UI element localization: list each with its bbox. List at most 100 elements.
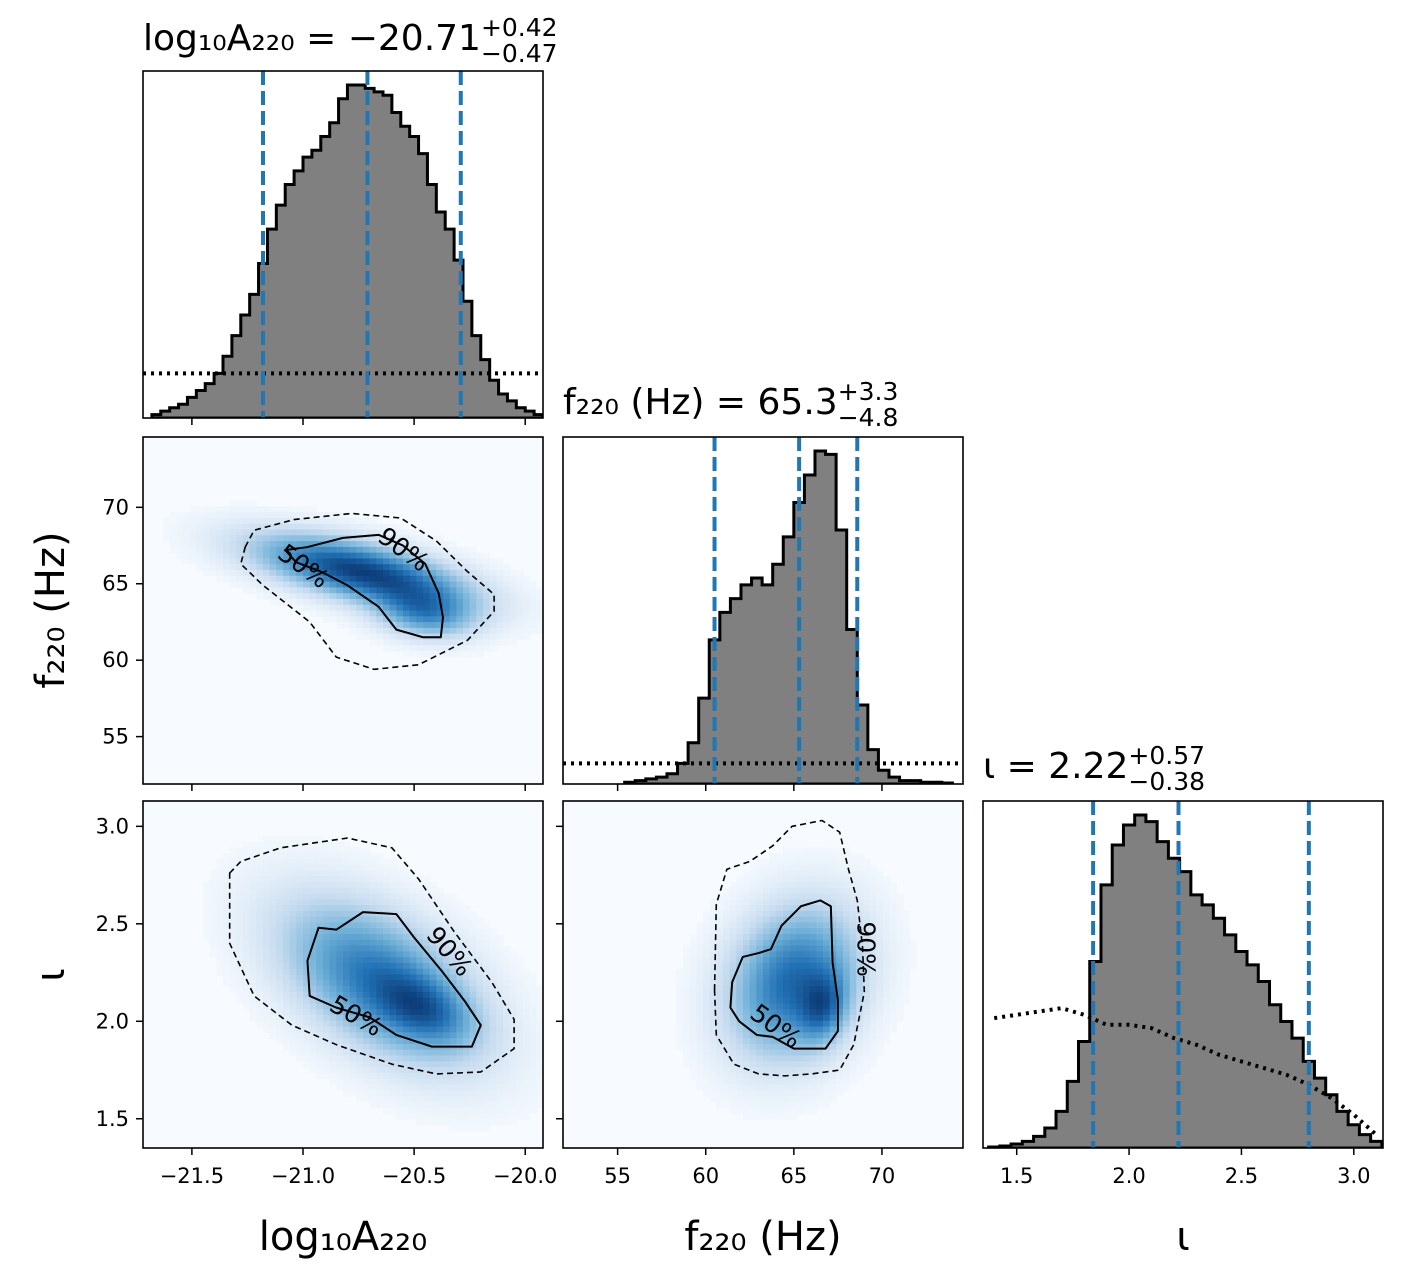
density-cell [789, 1067, 797, 1074]
density-cell [443, 564, 451, 571]
density-cell [856, 893, 864, 900]
density-cell [483, 610, 491, 617]
density-cell [296, 899, 304, 906]
density-cell [349, 928, 357, 935]
density-cell [523, 986, 531, 993]
density-cell [869, 916, 877, 924]
density-cell [496, 593, 504, 600]
density-cell [376, 1026, 384, 1033]
density-cell [456, 552, 464, 560]
density-cell [296, 945, 304, 952]
density-cell [749, 1101, 757, 1109]
density-cell [396, 1113, 404, 1120]
density-cell [203, 546, 211, 554]
density-cell [776, 980, 784, 987]
density-cell [509, 991, 517, 999]
density-cell [849, 1061, 857, 1068]
density-cell [276, 951, 284, 958]
density-cell [416, 1020, 424, 1028]
density-cell [349, 1003, 357, 1010]
density-cell [836, 1084, 844, 1091]
density-cell [709, 986, 717, 993]
density-cell [396, 1061, 404, 1068]
density-cell [309, 957, 317, 964]
density-cell [276, 1009, 284, 1016]
density-cell [536, 1061, 543, 1068]
density-cell [876, 1014, 884, 1022]
density-cell [423, 639, 431, 646]
density-cell [489, 997, 497, 1005]
density-cell [776, 1020, 784, 1028]
density-cell [349, 581, 357, 588]
density-cell [416, 910, 424, 918]
density-cell [389, 541, 397, 548]
density-cell [723, 1026, 731, 1033]
x-tick-label: 55 [604, 1164, 631, 1188]
density-cell [449, 957, 457, 964]
density-cell [263, 951, 271, 958]
density-cell [676, 1038, 684, 1045]
density-cell [449, 1072, 457, 1080]
density-cell [809, 893, 817, 900]
density-cell [243, 552, 251, 560]
density-cell [829, 1078, 837, 1085]
density-cell [403, 881, 411, 889]
y-tick-label: 1.5 [96, 1107, 129, 1131]
density-cell [683, 968, 691, 976]
density-cell [789, 881, 797, 889]
density-cell [903, 934, 911, 941]
density-cell [316, 1049, 324, 1057]
density-cell [869, 1055, 877, 1062]
density-cell [749, 1072, 757, 1080]
density-cell [276, 864, 284, 871]
density-cell [829, 1032, 837, 1039]
density-cell [769, 951, 777, 958]
density-cell [816, 1101, 824, 1109]
density-cell [389, 1072, 397, 1080]
density-cell [443, 1072, 451, 1080]
density-cell [329, 587, 337, 594]
density-cell [363, 876, 371, 883]
density-cell [803, 1061, 811, 1068]
density-cell [189, 552, 197, 560]
density-cell [523, 1009, 531, 1016]
density-cell [856, 1072, 864, 1080]
density-cell [416, 1038, 424, 1045]
density-cell [803, 1107, 811, 1114]
density-cell [376, 1055, 384, 1062]
density-cell [416, 945, 424, 952]
density-cell [823, 1095, 831, 1103]
density-cell [343, 1049, 351, 1057]
density-cell [696, 1072, 704, 1080]
density-cell [456, 1113, 464, 1120]
density-cell [429, 535, 437, 542]
x-tick-label: 2.5 [1225, 1164, 1258, 1188]
density-cell [736, 905, 744, 912]
density-cell [429, 893, 437, 900]
density-cell [323, 546, 331, 554]
density-cell [443, 1095, 451, 1103]
density-cell [443, 598, 451, 606]
density-cell [309, 593, 317, 600]
density-cell [396, 575, 404, 583]
density-cell [269, 962, 277, 970]
density-cell [463, 1038, 471, 1045]
density-cell [316, 552, 324, 560]
density-cell [709, 1072, 717, 1080]
density-cell [363, 997, 371, 1005]
density-cell [189, 546, 197, 554]
density-cell [276, 581, 284, 588]
density-cell [749, 1014, 757, 1022]
density-cell [336, 1049, 344, 1057]
density-cell [229, 853, 237, 860]
density-cell [303, 910, 311, 918]
density-cell [436, 899, 444, 906]
density-cell [729, 1084, 737, 1091]
density-cell [369, 899, 377, 906]
density-cell [416, 934, 424, 941]
density-cell [709, 991, 717, 999]
density-cell [303, 593, 311, 600]
density-cell [303, 864, 311, 871]
density-cell [429, 934, 437, 941]
density-cell [843, 1084, 851, 1091]
